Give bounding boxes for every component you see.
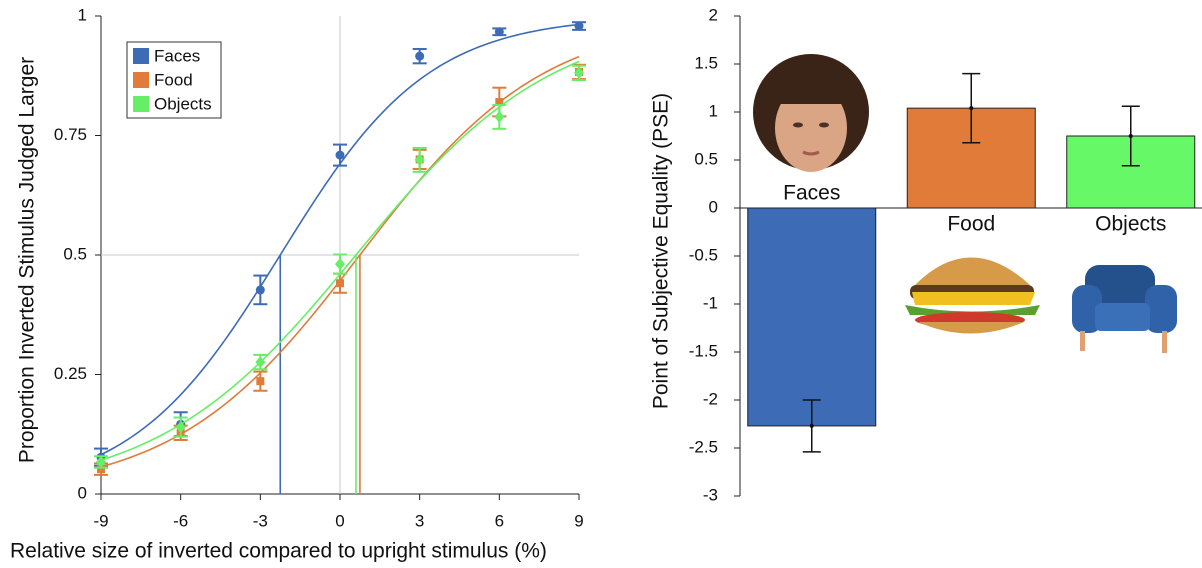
point bbox=[415, 52, 424, 61]
point bbox=[256, 285, 265, 294]
y-tick-label: 0 bbox=[709, 197, 718, 216]
x-tick-label: -9 bbox=[93, 511, 108, 530]
y-tick-label: 2 bbox=[709, 5, 718, 24]
legend-label: Faces bbox=[154, 46, 200, 65]
point bbox=[494, 111, 504, 123]
bar bbox=[748, 208, 876, 426]
point bbox=[336, 279, 344, 287]
point bbox=[256, 377, 264, 385]
y-tick-label: 0.75 bbox=[54, 125, 87, 144]
category-label: Food bbox=[947, 213, 995, 236]
y-tick-label: 0.5 bbox=[694, 149, 718, 168]
y-tick-label: 0.25 bbox=[54, 364, 87, 383]
y-tick-label: -3 bbox=[703, 485, 718, 504]
y-tick-label: 0 bbox=[78, 483, 87, 502]
x-tick-label: 0 bbox=[335, 511, 344, 530]
point bbox=[336, 151, 345, 160]
y-tick-label: 0.5 bbox=[63, 244, 87, 263]
y-axis-title: Proportion Inverted Stimulus Judged Larg… bbox=[16, 57, 39, 463]
legend-label: Objects bbox=[154, 94, 212, 113]
x-axis-title: Relative size of inverted compared to up… bbox=[10, 540, 547, 563]
x-tick-label: -3 bbox=[253, 511, 268, 530]
y-axis-title: Point of Subjective Equality (PSE) bbox=[650, 93, 673, 409]
category-label: Objects bbox=[1095, 213, 1166, 236]
y-tick-label: -2.5 bbox=[689, 437, 718, 456]
y-tick-label: 1 bbox=[78, 5, 87, 24]
y-tick-label: 1 bbox=[709, 101, 718, 120]
x-tick-label: 6 bbox=[495, 511, 504, 530]
category-label: Faces bbox=[783, 182, 840, 205]
point bbox=[495, 27, 504, 36]
y-tick-label: -2 bbox=[703, 389, 718, 408]
x-tick-label: 9 bbox=[574, 511, 583, 530]
mean-point bbox=[1129, 134, 1133, 138]
y-tick-label: -1.5 bbox=[689, 341, 718, 360]
point bbox=[335, 258, 345, 270]
mean-point bbox=[810, 424, 814, 428]
legend-swatch bbox=[133, 96, 149, 112]
legend-swatch bbox=[133, 48, 149, 64]
legend-swatch bbox=[133, 72, 149, 88]
mean-point bbox=[969, 106, 973, 110]
x-tick-label: -6 bbox=[173, 511, 188, 530]
face-picture bbox=[753, 54, 869, 172]
y-tick-label: 1.5 bbox=[694, 53, 718, 72]
point bbox=[575, 22, 584, 31]
x-tick-label: 3 bbox=[415, 511, 424, 530]
legend-label: Food bbox=[154, 70, 193, 89]
chair-picture bbox=[1072, 265, 1177, 353]
y-tick-label: -0.5 bbox=[689, 245, 718, 264]
burger-picture bbox=[905, 258, 1040, 334]
figure: 0 0.25 0.5 0.75 1 -9 -6 -3 0 3 6 9 Relative size of … bbox=[0, 0, 1202, 568]
y-tick-label: -1 bbox=[703, 293, 718, 312]
